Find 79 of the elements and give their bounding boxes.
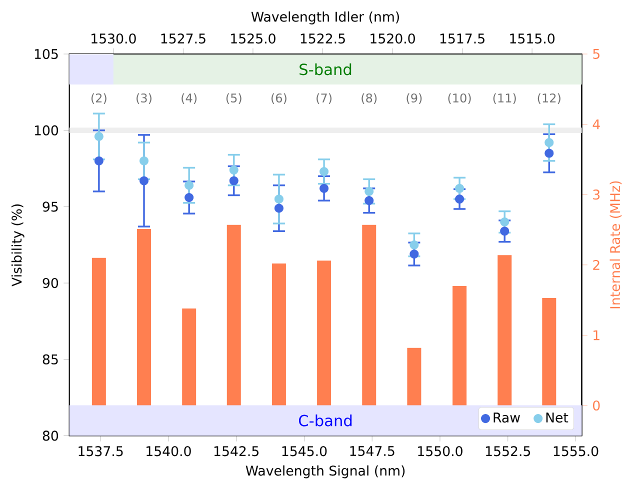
point (94, 156, 104, 166)
bar (182, 308, 196, 406)
bar (542, 298, 556, 406)
bar (92, 258, 106, 406)
y2-tick-label: 3 (593, 190, 600, 200)
annotation: (5) (226, 93, 242, 104)
annotation: (8) (362, 93, 377, 104)
y-tick-label: 105 (34, 48, 58, 60)
bar (407, 348, 422, 406)
x2-tick-label: 1517.5 (440, 34, 484, 44)
y-axis-title: Visibility (%) (11, 204, 24, 286)
x-tick-label: 1540.0 (146, 446, 191, 456)
point (544, 138, 554, 148)
x-tick-label: 1542.5 (214, 446, 258, 456)
y2-tick-label: 1 (594, 330, 600, 340)
point (364, 186, 374, 196)
point (455, 194, 464, 204)
point (544, 148, 554, 158)
x2-tick-label: 1525.0 (231, 34, 276, 44)
x2-axis-title: Wavelength Idler (nm) (251, 11, 399, 24)
point (94, 132, 104, 141)
annotation: (10) (448, 93, 471, 104)
point (500, 217, 510, 227)
annotation: (9) (406, 93, 422, 104)
legend-label: Raw (494, 412, 520, 423)
point (184, 180, 194, 190)
annotation: (6) (271, 93, 286, 104)
y-tick-label: 80 (42, 430, 58, 441)
x-tick-label: 1552.5 (486, 446, 530, 456)
bar (272, 263, 286, 406)
x-tick-label: 1545.0 (282, 446, 327, 456)
x-tick-label: 1550.0 (418, 446, 462, 456)
legend-label: Net (546, 412, 568, 423)
annotation: (11) (493, 93, 516, 104)
annotation: (4) (182, 93, 197, 104)
y-tick-label: 95 (42, 202, 58, 212)
point (229, 166, 238, 175)
y2-tick-label: 5 (593, 49, 600, 59)
point (274, 194, 284, 204)
bar (362, 224, 376, 406)
bar (137, 229, 152, 406)
bar (452, 286, 467, 406)
annotation: (7) (316, 93, 332, 104)
annotation: (12) (538, 93, 560, 104)
point (455, 184, 464, 193)
point (139, 156, 149, 166)
y-tick-label: 90 (42, 278, 58, 288)
x2-tick-label: 1530.0 (92, 34, 136, 44)
y-tick-label: 85 (42, 354, 58, 364)
y2-tick-label: 0 (593, 400, 600, 411)
y-tick-label: 100 (34, 125, 58, 136)
x2-tick-label: 1527.5 (161, 34, 206, 44)
point (320, 184, 329, 193)
point (184, 192, 194, 202)
x2-tick-label: 1522.5 (300, 34, 345, 44)
bar (226, 224, 241, 406)
x-tick-label: 1547.5 (350, 446, 394, 456)
y2-tick-label: 4 (592, 119, 600, 130)
x-tick-label: 1555.0 (554, 446, 598, 456)
point (364, 196, 374, 206)
bar (498, 255, 512, 406)
x-axis-title: Wavelength Signal (nm) (246, 465, 405, 478)
point (500, 226, 510, 236)
band-label: C-band (298, 414, 352, 426)
band-label: S-band (300, 63, 352, 76)
point (139, 176, 149, 186)
annotation: (2) (91, 93, 106, 104)
point (410, 249, 419, 259)
y2-axis-title: Internal Rate (MHz) (610, 181, 622, 308)
x2-tick-label: 1520.0 (370, 34, 415, 44)
point (410, 240, 419, 250)
x2-tick-label: 1515.0 (510, 34, 554, 44)
y2-tick-label: 2 (593, 260, 600, 270)
bar (317, 260, 332, 406)
point (229, 176, 238, 186)
point (320, 167, 329, 176)
x-tick-label: 1537.5 (78, 446, 123, 456)
annotation: (3) (136, 93, 152, 104)
point (274, 204, 284, 213)
